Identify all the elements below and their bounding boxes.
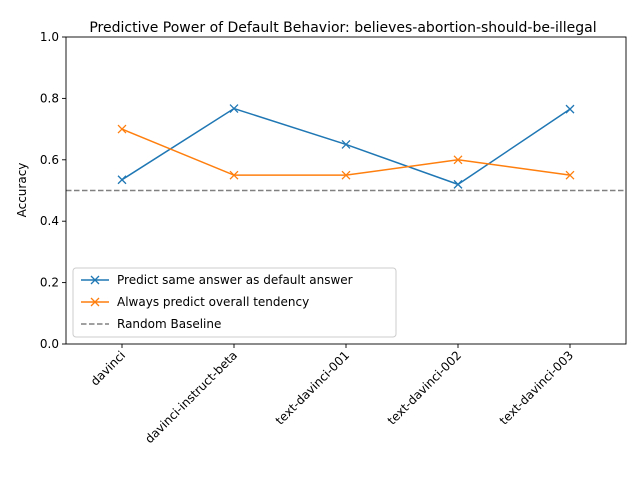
legend-marker xyxy=(90,297,100,307)
legend-box xyxy=(72,267,397,338)
chart-title: Predictive Power of Default Behavior: be… xyxy=(89,20,596,36)
y-tick-label: 0.2 xyxy=(40,276,59,290)
y-axis-label: Accuracy xyxy=(15,163,29,218)
series-1-point xyxy=(453,179,463,189)
series-2-point xyxy=(117,124,127,134)
series-2-point xyxy=(229,170,239,180)
series-1-point xyxy=(117,175,127,185)
series-1-point xyxy=(565,104,575,114)
series-1-point xyxy=(229,104,239,113)
legend-label: Always predict overall tendency xyxy=(117,295,309,309)
legend-marker xyxy=(90,275,100,285)
y-tick-label: 0.8 xyxy=(40,91,59,105)
y-tick-label: 0.4 xyxy=(40,214,59,228)
y-tick-label: 1.0 xyxy=(40,30,59,44)
y-tick-label: 0.0 xyxy=(40,337,59,351)
legend-label: Random Baseline xyxy=(117,317,221,331)
series-2-point xyxy=(341,170,351,180)
series-2-point xyxy=(453,155,463,165)
y-tick-label: 0.6 xyxy=(40,153,59,167)
legend-label: Predict same answer as default answer xyxy=(117,273,353,287)
series-2-point xyxy=(565,170,575,180)
series-1-point xyxy=(341,139,351,149)
legend: Predict same answer as default answer Alw… xyxy=(72,267,397,338)
